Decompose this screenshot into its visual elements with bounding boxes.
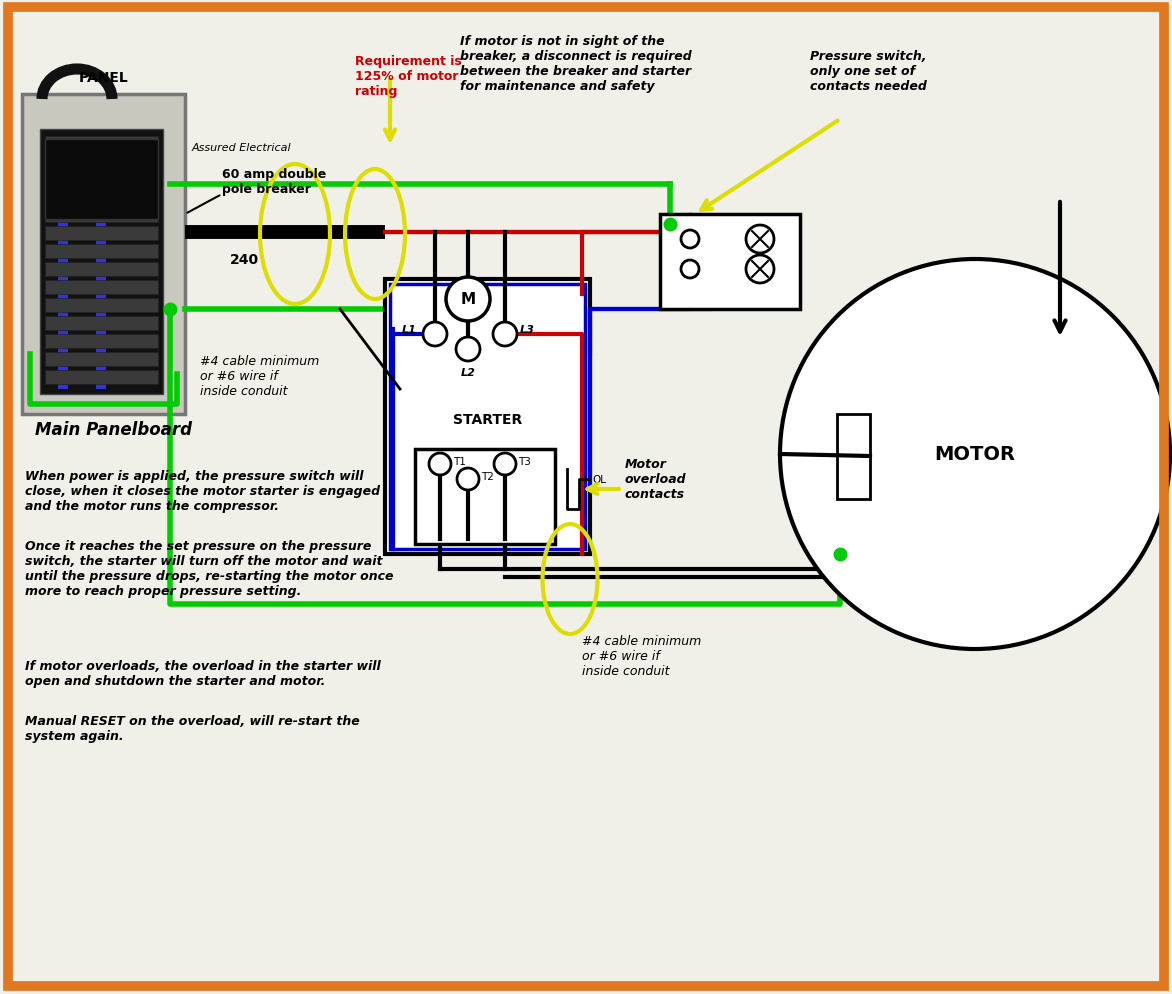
Text: STARTER: STARTER	[452, 413, 522, 426]
Bar	[45, 173, 158, 187]
Bar	[384, 279, 590, 555]
Text: Requirement is
125% of motor
rating: Requirement is 125% of motor rating	[355, 55, 462, 97]
Circle shape	[747, 255, 774, 283]
Text: Pressure switch,
only one set of
contacts needed: Pressure switch, only one set of contact…	[810, 50, 927, 92]
Text: Motor
overload
contacts: Motor overload contacts	[625, 458, 687, 501]
Bar	[45, 371, 158, 385]
Bar	[22, 94, 185, 414]
Text: T2: T2	[481, 471, 493, 481]
Bar	[45, 227, 158, 241]
Text: When power is applied, the pressure switch will
close, when it closes the motor : When power is applied, the pressure swit…	[25, 469, 380, 513]
Bar	[45, 140, 158, 220]
Text: L1: L1	[402, 325, 417, 335]
Text: Main Panelboard: Main Panelboard	[35, 420, 192, 438]
Bar	[45, 209, 158, 223]
Bar	[45, 245, 158, 258]
Text: MOTOR: MOTOR	[934, 445, 1015, 464]
Circle shape	[423, 323, 447, 347]
Text: OL: OL	[592, 474, 606, 484]
Text: Manual RESET on the overload, will re-start the
system again.: Manual RESET on the overload, will re-st…	[25, 715, 360, 743]
Text: T3: T3	[518, 456, 531, 466]
Bar	[45, 280, 158, 294]
Circle shape	[456, 338, 481, 362]
Bar	[45, 317, 158, 331]
Text: If motor overloads, the overload in the starter will
open and shutdown the start: If motor overloads, the overload in the …	[25, 659, 381, 687]
Circle shape	[747, 226, 774, 253]
Bar	[660, 215, 800, 310]
Bar	[390, 284, 585, 550]
Bar	[45, 262, 158, 276]
Circle shape	[681, 260, 699, 278]
Circle shape	[457, 468, 479, 490]
Bar	[837, 414, 870, 500]
Circle shape	[495, 453, 516, 475]
Text: PANEL: PANEL	[79, 71, 129, 84]
Bar	[96, 140, 105, 390]
Text: #4 cable minimum
or #6 wire if
inside conduit: #4 cable minimum or #6 wire if inside co…	[582, 634, 701, 677]
Circle shape	[447, 277, 490, 322]
Text: M: M	[461, 292, 476, 307]
Text: 60 amp double
pole breaker: 60 amp double pole breaker	[222, 168, 326, 196]
Bar	[45, 335, 158, 349]
Bar	[415, 449, 556, 545]
Text: L3: L3	[520, 325, 534, 335]
Text: L2: L2	[461, 368, 476, 378]
Bar	[45, 155, 158, 169]
Circle shape	[493, 323, 517, 347]
Text: T1: T1	[454, 456, 466, 466]
Circle shape	[429, 453, 451, 475]
Bar	[45, 353, 158, 367]
Text: #4 cable minimum
or #6 wire if
inside conduit: #4 cable minimum or #6 wire if inside co…	[200, 355, 319, 398]
Text: If motor is not in sight of the
breaker, a disconnect is required
between the br: If motor is not in sight of the breaker,…	[459, 35, 691, 92]
Text: 240: 240	[230, 252, 259, 266]
Bar	[45, 191, 158, 205]
Circle shape	[781, 259, 1170, 649]
Bar	[45, 137, 158, 151]
Bar	[40, 130, 163, 395]
Bar	[57, 140, 68, 390]
Bar	[45, 299, 158, 313]
Text: Once it reaches the set pressure on the pressure
switch, the starter will turn o: Once it reaches the set pressure on the …	[25, 540, 394, 597]
Text: Assured Electrical: Assured Electrical	[192, 143, 292, 153]
Circle shape	[681, 231, 699, 248]
